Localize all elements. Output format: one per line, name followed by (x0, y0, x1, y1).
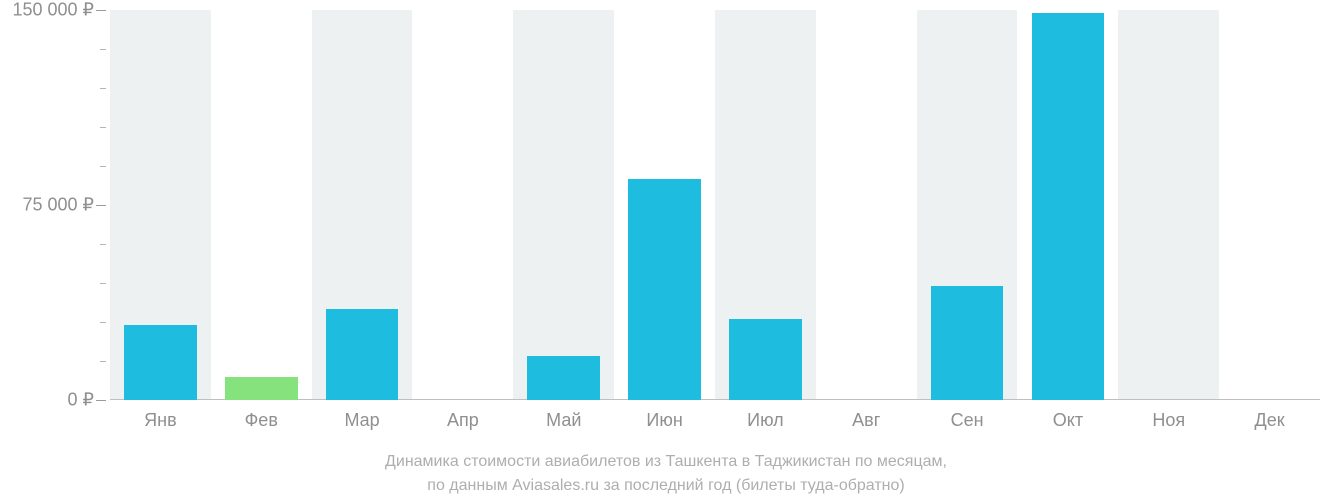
y-tick-minor (100, 361, 106, 362)
x-axis-label: Июн (646, 410, 682, 431)
y-tick-major (96, 205, 106, 206)
x-axis-label: Дек (1255, 410, 1285, 431)
bar (1032, 13, 1105, 400)
column-band (413, 10, 514, 400)
y-axis-label: 0 ₽ (68, 390, 94, 411)
y-tick-minor (100, 166, 106, 167)
x-axis-label: Апр (447, 410, 479, 431)
x-axis-label: Фев (245, 410, 278, 431)
y-tick-major (96, 10, 106, 11)
bar (225, 377, 298, 400)
bar (527, 356, 600, 400)
chart-caption-line1: Динамика стоимости авиабилетов из Ташкен… (0, 450, 1332, 474)
y-tick-minor (100, 49, 106, 50)
y-tick-minor (100, 244, 106, 245)
y-tick-major (96, 400, 106, 401)
x-axis-label: Авг (852, 410, 880, 431)
x-axis-label: Янв (144, 410, 177, 431)
x-axis-label: Ноя (1152, 410, 1185, 431)
column-band (1118, 10, 1219, 400)
x-axis-label: Сен (951, 410, 984, 431)
y-tick-minor (100, 322, 106, 323)
y-axis-label: 75 000 ₽ (22, 195, 94, 216)
y-tick-minor (100, 283, 106, 284)
x-axis-label: Июл (747, 410, 784, 431)
y-tick-minor (100, 127, 106, 128)
x-axis-label: Мар (344, 410, 379, 431)
bar (326, 309, 399, 400)
column-band (816, 10, 917, 400)
plot-area (110, 10, 1320, 400)
bar (729, 319, 802, 400)
x-axis-label: Май (546, 410, 581, 431)
column-band (513, 10, 614, 400)
price-by-month-chart: 0 ₽ 75 000 ₽ 150 000 ₽ Янв Фев Мар Апр Май Июн И… (0, 0, 1332, 502)
y-tick-minor (100, 88, 106, 89)
bar (931, 286, 1004, 400)
y-axis-label: 150 000 ₽ (12, 0, 94, 21)
column-band (211, 10, 312, 400)
chart-caption-line2: по данным Aviasales.ru за последний год … (0, 474, 1332, 498)
bar (628, 179, 701, 400)
bar (124, 325, 197, 400)
x-axis-label: Окт (1053, 410, 1083, 431)
column-band (1219, 10, 1320, 400)
